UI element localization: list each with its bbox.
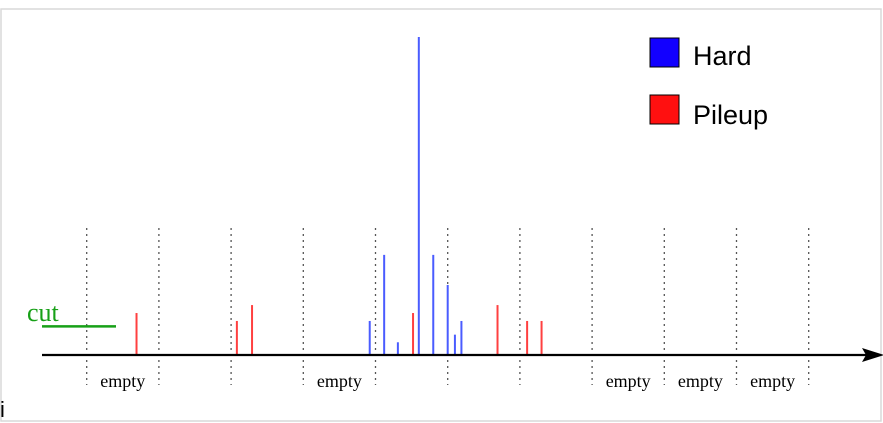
x-axis-arrowhead <box>862 348 883 362</box>
stray-glyph: i <box>0 397 5 422</box>
figure-frame <box>0 8 882 422</box>
legend-pileup-label: Pileup <box>693 100 768 130</box>
empty-bin-label: empty <box>606 371 651 391</box>
empty-bin-labels: empty empty empty empty empty <box>100 371 795 391</box>
empty-bin-label: empty <box>678 371 723 391</box>
legend-pileup-swatch <box>649 94 680 125</box>
legend-hard-swatch <box>649 37 680 68</box>
cut-threshold: cut <box>27 298 116 328</box>
empty-bin-label: empty <box>100 371 145 391</box>
empty-bin-label: empty <box>317 371 362 391</box>
empty-bin-label: empty <box>750 371 795 391</box>
legend-hard-label: Hard <box>693 41 752 71</box>
legend: Hard Pileup <box>649 37 768 130</box>
cut-label: cut <box>27 298 60 327</box>
x-axis <box>42 348 883 362</box>
deposit-bars <box>135 37 543 355</box>
